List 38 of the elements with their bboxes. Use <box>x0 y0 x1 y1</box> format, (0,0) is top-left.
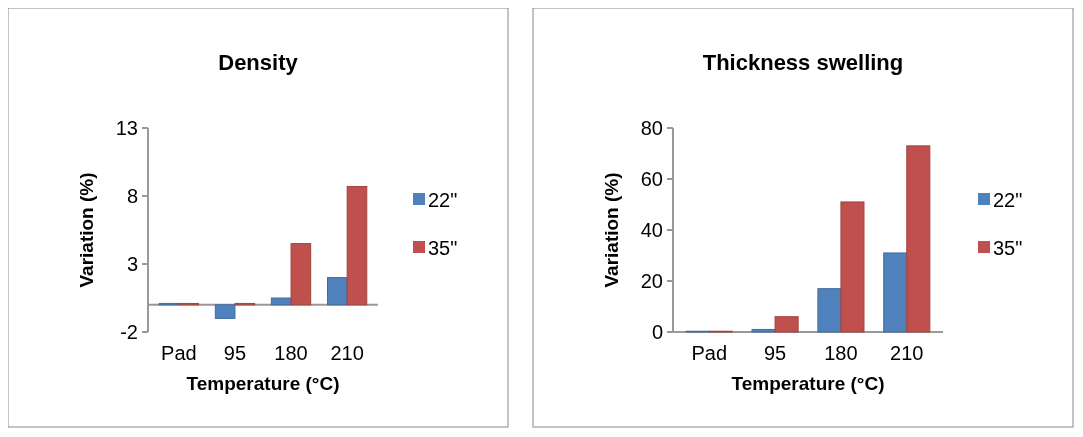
y-tick-label: 0 <box>651 321 663 343</box>
y-tick-label: 13 <box>115 117 138 139</box>
legend-label: 22" <box>993 189 1023 211</box>
x-tick-label: 210 <box>890 342 924 364</box>
y-tick-label: 80 <box>640 117 663 139</box>
y-tick-label: -2 <box>120 321 138 343</box>
x-tick-label: 95 <box>763 342 787 364</box>
chart-title: Thickness swelling <box>702 50 904 75</box>
bar <box>751 328 776 333</box>
bar <box>817 288 842 333</box>
bar <box>290 243 312 306</box>
legend-label: 22" <box>428 189 458 211</box>
x-tick-label: Pad <box>161 342 197 364</box>
legend-label: 35" <box>428 237 458 259</box>
bar <box>327 277 348 306</box>
y-axis-title: Variation (%) <box>601 172 622 288</box>
bar <box>774 316 799 333</box>
y-tick-label: 40 <box>640 219 663 241</box>
x-tick-label: Pad <box>691 342 728 364</box>
bar <box>883 252 908 333</box>
x-tick-label: 180 <box>824 342 858 364</box>
y-tick-label: 8 <box>126 185 138 207</box>
bar <box>840 201 865 333</box>
y-tick-label: 60 <box>640 168 663 190</box>
y-axis-title: Variation (%) <box>76 172 97 288</box>
bar <box>214 304 236 319</box>
legend-label: 35" <box>993 237 1023 259</box>
chart-title: Density <box>218 50 299 75</box>
x-tick-label: 180 <box>274 342 308 364</box>
y-tick-label: 20 <box>640 270 663 292</box>
x-axis-title: Temperature (°C) <box>186 373 340 394</box>
bar <box>906 145 931 333</box>
y-tick-label: 3 <box>126 253 138 275</box>
x-tick-label: 210 <box>330 342 364 364</box>
x-tick-label: 95 <box>223 342 247 364</box>
bar <box>270 297 292 306</box>
bar <box>346 185 368 306</box>
x-axis-title: Temperature (°C) <box>731 373 885 394</box>
